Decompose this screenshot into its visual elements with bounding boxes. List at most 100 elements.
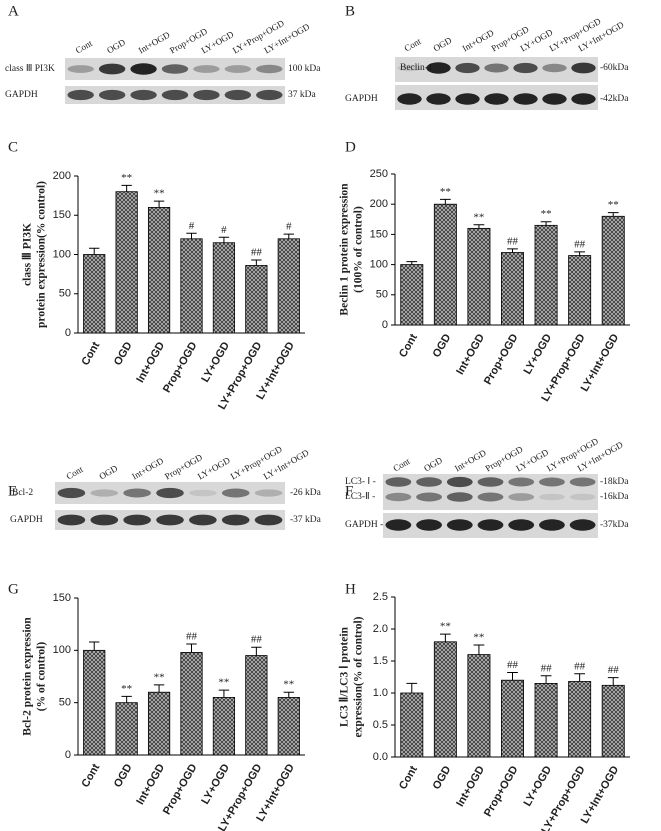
bar xyxy=(115,702,138,756)
band xyxy=(569,519,596,531)
band xyxy=(156,487,184,499)
y-tick-label: 150 xyxy=(370,228,388,240)
annotation: ## xyxy=(574,660,586,672)
row-label: class Ⅲ PI3K xyxy=(5,64,55,74)
band xyxy=(455,93,480,105)
row-label: GAPDH xyxy=(5,90,38,100)
band xyxy=(161,89,189,101)
row-label: LC3- Ⅰ - xyxy=(345,477,376,487)
band xyxy=(156,514,184,526)
bar xyxy=(245,655,268,756)
bar xyxy=(212,242,236,334)
band xyxy=(221,488,250,498)
band xyxy=(416,477,442,487)
annotation: # xyxy=(221,224,227,236)
y-axis-label: Bcl-2 protein expression xyxy=(22,617,34,736)
y-tick-label: 100 xyxy=(53,248,71,260)
x-tick-label: Cont xyxy=(397,332,420,360)
error-bar xyxy=(121,695,132,703)
bar xyxy=(467,654,491,758)
annotation: ** xyxy=(283,679,294,691)
x-tick-label: Prop+OGD xyxy=(161,762,200,817)
band xyxy=(571,62,596,74)
band xyxy=(446,476,473,488)
bar xyxy=(212,697,236,756)
annotation: # xyxy=(286,221,292,233)
band xyxy=(477,492,504,502)
band xyxy=(123,488,151,498)
band xyxy=(90,514,119,526)
band xyxy=(539,493,565,501)
band xyxy=(539,519,565,531)
band xyxy=(189,514,217,526)
x-tick-label: LY+OGD xyxy=(199,340,232,385)
lane-label: Cont xyxy=(403,36,424,54)
x-tick-label: Int+OGD xyxy=(454,332,487,377)
annotation: ## xyxy=(251,247,263,259)
error-bar xyxy=(607,212,619,217)
band xyxy=(513,93,538,105)
band xyxy=(569,477,596,487)
annotation: ** xyxy=(218,677,229,689)
band xyxy=(416,492,442,502)
panel-letter: A xyxy=(8,3,19,19)
annotation: # xyxy=(189,220,195,232)
x-tick-label: OGD xyxy=(112,762,135,790)
lane-label: Int+OGD xyxy=(453,447,488,473)
band xyxy=(256,64,283,74)
band xyxy=(385,477,412,487)
band xyxy=(256,89,283,101)
band xyxy=(189,489,217,497)
bar xyxy=(180,238,203,334)
y-tick-label: 50 xyxy=(59,288,71,300)
error-bar xyxy=(540,675,552,684)
y-tick-label: 2.5 xyxy=(373,591,388,603)
y-tick-label: 100 xyxy=(53,644,71,656)
bar xyxy=(400,264,424,326)
band xyxy=(426,62,451,74)
annotation: ** xyxy=(541,208,552,220)
annotation: ## xyxy=(507,659,519,671)
x-tick-label: Cont xyxy=(397,764,420,792)
bar xyxy=(400,692,424,758)
y-axis-label: protein expression(% control) xyxy=(36,181,48,328)
row-label: Bcl-2 xyxy=(12,488,33,498)
bar xyxy=(467,227,491,326)
lane-label: Int+OGD xyxy=(130,455,165,481)
band xyxy=(130,63,157,75)
band xyxy=(539,477,565,487)
x-tick-label: OGD xyxy=(112,340,135,368)
y-tick-label: 200 xyxy=(53,170,71,182)
bar xyxy=(601,215,625,326)
annotation: ** xyxy=(608,199,619,211)
y-tick-label: 100 xyxy=(370,259,388,271)
y-tick-label: 200 xyxy=(370,198,388,210)
band xyxy=(513,62,538,74)
band xyxy=(224,89,252,101)
panel-letter: E xyxy=(8,483,17,499)
size-label: -37kDa xyxy=(600,520,629,530)
band xyxy=(571,93,596,105)
panel-letter: F xyxy=(345,483,353,499)
bar xyxy=(115,191,138,334)
x-tick-label: Prop+OGD xyxy=(482,764,521,819)
y-axis-label: class Ⅲ PI3K xyxy=(21,223,34,286)
band xyxy=(254,489,283,497)
band xyxy=(385,492,412,502)
y-tick-label: 150 xyxy=(53,209,71,221)
bar xyxy=(433,203,457,326)
y-tick-label: 0 xyxy=(65,749,71,761)
error-bar xyxy=(406,682,418,693)
band xyxy=(426,93,451,105)
annotation: ## xyxy=(541,662,553,674)
band xyxy=(542,93,567,105)
bar xyxy=(568,255,592,326)
band xyxy=(254,514,283,526)
lane-label: LY+Prop+OGD xyxy=(231,18,286,56)
error-bar xyxy=(121,184,132,192)
bar xyxy=(83,649,106,756)
band xyxy=(477,519,504,531)
lane-label: OGD xyxy=(97,463,119,482)
annotation: ** xyxy=(473,632,484,644)
